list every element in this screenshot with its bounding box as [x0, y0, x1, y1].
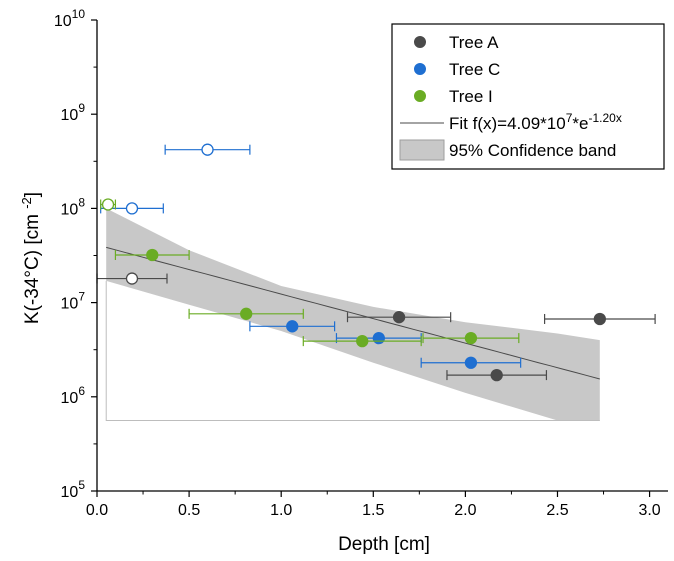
tree-c-point: [164, 143, 251, 156]
tree-i-marker: [101, 198, 115, 211]
y-tick-label-exponent: 5: [78, 478, 85, 492]
tree-c-point: [420, 356, 522, 369]
y-tick-label-base: 10: [61, 201, 79, 218]
tree-i-point: [302, 334, 422, 348]
y-tick-label: 105: [61, 478, 86, 501]
legend-fit-exponent: -1.20x: [588, 111, 621, 125]
tree-i-point: [188, 307, 304, 320]
legend-label-tree-i: Tree I: [449, 87, 493, 106]
legend-label-fit: Fit f(x)=4.09*107*e-1.20x: [449, 111, 622, 133]
y-axis-title-exponent: -2: [19, 197, 34, 209]
legend-band-swatch: [399, 139, 445, 161]
y-tick-label-base: 10: [61, 390, 79, 407]
tree-c-marker: [125, 202, 139, 215]
tree-i-marker: [146, 248, 159, 262]
y-tick-label: 1010: [54, 7, 85, 30]
x-tick-label: 0.5: [178, 502, 200, 519]
confidence-band-outline: [105, 280, 600, 422]
data-points-layer: [96, 143, 656, 382]
tree-i-marker: [464, 331, 478, 345]
y-tick-label: 108: [61, 195, 86, 218]
tree-c-marker: [464, 356, 478, 369]
y-tick-label: 107: [61, 290, 86, 313]
legend-label-tree-a: Tree A: [449, 33, 499, 52]
y-tick-label: 106: [61, 384, 86, 407]
legend-fit-exponent: 7: [566, 111, 573, 125]
tree-i-point: [422, 331, 520, 345]
y-tick-label-exponent: 10: [72, 7, 86, 21]
tree-i-marker: [240, 307, 253, 320]
x-tick-label: 3.0: [638, 502, 660, 519]
x-tick-label: 1.5: [362, 502, 384, 519]
x-tick-label: 2.0: [454, 502, 476, 519]
y-tick-label: 109: [61, 101, 86, 124]
y-axis-title: K(-34°C) [cm -2]: [19, 192, 43, 324]
y-axis-title-main: K(-34°C) [cm: [22, 214, 43, 324]
tree-c-marker: [372, 331, 385, 345]
legend-marker-tree-i: [414, 90, 426, 102]
tree-a-marker: [392, 311, 406, 324]
tree-a-marker: [490, 368, 503, 382]
legend: Tree A Tree C Tree I Fit f(x)=4.09*107*e-1.…: [391, 23, 665, 170]
tree-c-marker: [286, 320, 299, 333]
tree-a-marker: [593, 312, 606, 326]
legend-fit-text: *e: [572, 114, 588, 133]
x-tick-label: 2.5: [546, 502, 568, 519]
confidence-band-layer: [105, 208, 600, 422]
legend-label-tree-c: Tree C: [449, 60, 500, 79]
fit-line-layer: [106, 246, 600, 380]
x-axis-title: Depth [cm]: [338, 534, 430, 555]
tree-c-marker: [201, 143, 214, 156]
tree-a-point: [543, 312, 656, 326]
y-tick-label-exponent: 6: [78, 384, 85, 398]
x-tick-label: 1.0: [270, 502, 292, 519]
confidence-band: [106, 208, 600, 421]
y-axis-title-tail: ]: [22, 192, 43, 197]
legend-label-band: 95% Confidence band: [449, 141, 616, 160]
legend-fit-text: Fit f(x)=4.09*10: [449, 114, 566, 133]
legend-marker-tree-c: [414, 63, 426, 75]
y-tick-label-exponent: 8: [78, 195, 85, 209]
tree-i-point: [100, 198, 117, 211]
legend-marker-tree-a: [414, 36, 426, 48]
y-tick-label-base: 10: [61, 107, 79, 124]
tree-c-point: [249, 320, 336, 333]
tree-a-point: [446, 368, 548, 382]
tree-a-marker: [125, 272, 139, 285]
tree-i-point: [114, 248, 190, 262]
tree-a-point: [346, 311, 452, 324]
y-tick-label-base: 10: [61, 296, 79, 313]
y-tick-label-exponent: 7: [78, 290, 85, 304]
fit-line: [106, 246, 600, 380]
y-tick-label-base: 10: [61, 484, 79, 501]
x-tick-label: 0.0: [86, 502, 108, 519]
tree-i-marker: [356, 334, 369, 348]
y-tick-label-exponent: 9: [78, 101, 85, 115]
y-tick-label-base: 10: [54, 13, 72, 30]
